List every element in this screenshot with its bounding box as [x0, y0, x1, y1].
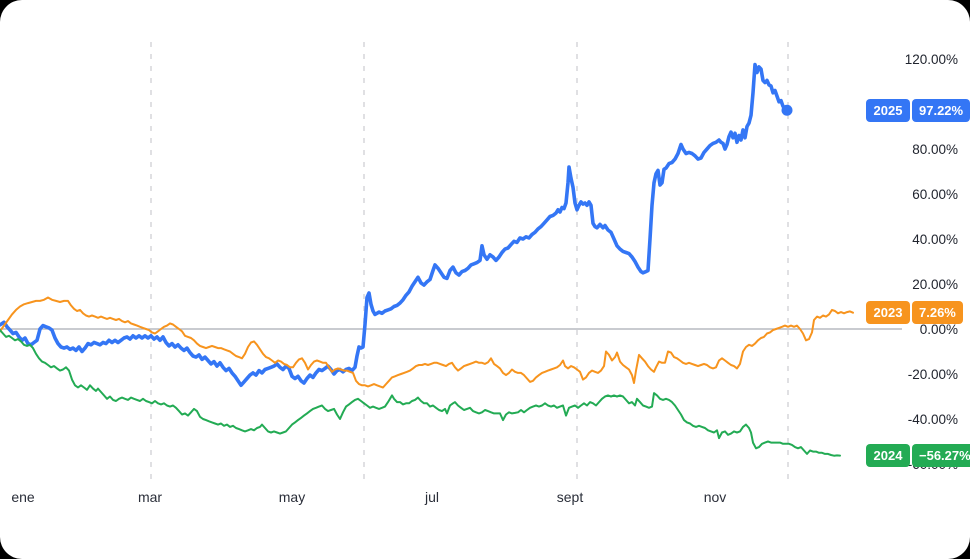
- series-line-2024[interactable]: [0, 329, 841, 457]
- series-badge-2023: 2023 7.26%: [866, 301, 963, 325]
- badge-value-label: −56.27%: [912, 444, 970, 468]
- series-line-2025[interactable]: [0, 62, 789, 388]
- badge-year-label: 2024: [866, 444, 910, 468]
- series-badge-2024: 2024 −56.27%: [866, 444, 970, 468]
- series-badge-2025: 2025 97.22%: [866, 98, 970, 122]
- badge-year-label: 2023: [866, 301, 910, 325]
- badge-year-label: 2025: [866, 98, 910, 122]
- series-line-2023[interactable]: [0, 296, 854, 389]
- series-end-dot-2025: [781, 104, 793, 116]
- badge-value-label: 7.26%: [912, 301, 963, 325]
- badge-value-label: 97.22%: [912, 98, 970, 122]
